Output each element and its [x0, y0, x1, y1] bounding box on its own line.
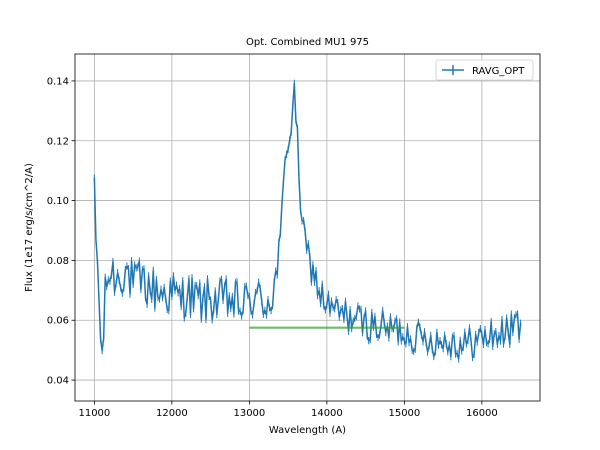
- chart-title: Opt. Combined MU1 975: [246, 37, 369, 48]
- x-tick-label: 12000: [156, 408, 188, 419]
- y-tick-label: 0.14: [47, 76, 69, 87]
- x-tick-label: 16000: [466, 408, 498, 419]
- plot-frame: [74, 53, 541, 402]
- ravg-opt-line: [93, 82, 522, 360]
- y-axis-label: Flux (1e17 erg/s/cm^2/A): [24, 163, 35, 292]
- series-layer: [93, 79, 522, 363]
- x-tick-label: 14000: [311, 408, 343, 419]
- x-tick-label: 11000: [78, 408, 110, 419]
- y-tick-label: 0.08: [47, 256, 69, 267]
- y-tick-label: 0.04: [47, 376, 69, 387]
- x-tick-label: 13000: [233, 408, 265, 419]
- legend-box: [435, 59, 534, 81]
- legend-label-ravg-opt: RAVG_OPT: [472, 66, 525, 77]
- ticks: 11000 12000 13000 14000 15000 16000 0.04 0.06 0.…: [47, 76, 498, 419]
- legend: RAVG_OPT: [435, 59, 534, 81]
- x-axis-label: Wavelength (A): [269, 425, 346, 436]
- y-tick-label: 0.12: [47, 136, 69, 147]
- grid: [75, 54, 540, 401]
- y-tick-label: 0.10: [47, 196, 69, 207]
- y-tick-label: 0.06: [47, 316, 69, 327]
- x-tick-label: 15000: [388, 408, 420, 419]
